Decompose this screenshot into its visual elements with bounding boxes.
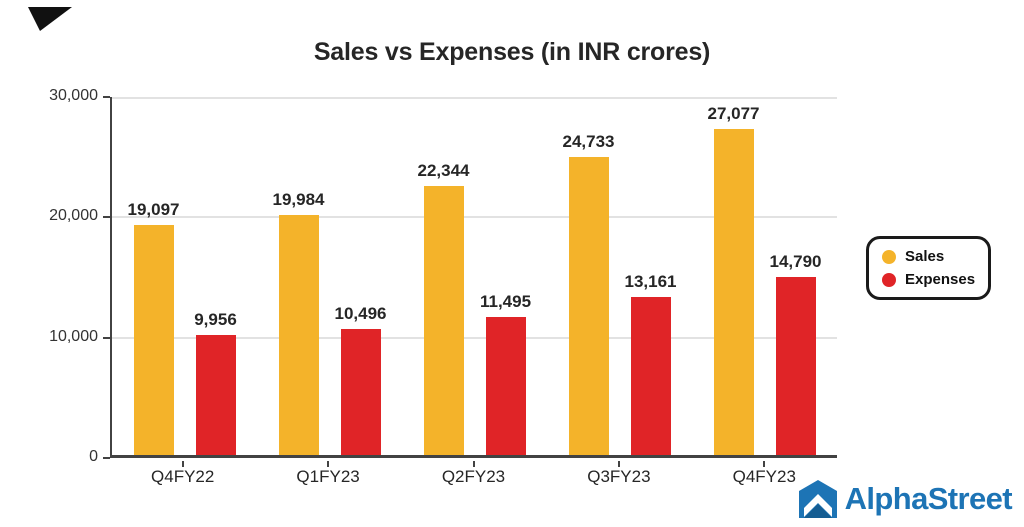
y-axis-tick-mark xyxy=(103,216,110,219)
bar-expenses-q4fy23: 14,790 xyxy=(770,252,822,455)
bar-value-label: 24,733 xyxy=(562,132,615,152)
bar-sales-q4fy22: 19,097 xyxy=(128,200,180,455)
x-axis-category-label: Q3FY23 xyxy=(587,467,651,486)
y-axis-tick-label: 30,000 xyxy=(49,87,98,104)
y-axis-tick-mark xyxy=(103,96,110,98)
bar-value-label: 14,790 xyxy=(769,252,822,272)
bar-value-label: 19,984 xyxy=(272,189,325,209)
bar-expenses-q3fy23: 13,161 xyxy=(625,272,677,455)
y-axis-tick-label: 0 xyxy=(89,448,98,465)
x-axis-category-label: Q4FY23 xyxy=(732,467,796,486)
bar-value-label: 27,077 xyxy=(707,104,760,124)
bar-sales-q3fy23: 24,733 xyxy=(563,132,615,455)
y-axis-tick-mark xyxy=(103,336,110,339)
y-axis-tick-mark xyxy=(103,457,110,459)
plot-area: 19,097 9,956 19,984 10,496 22,344 11,495 24,73… xyxy=(110,97,837,458)
legend-label-expenses: Expenses xyxy=(905,271,976,288)
bar-sales-q1fy23: 19,984 xyxy=(273,190,325,455)
y-axis-tick-label: 10,000 xyxy=(49,327,98,345)
bar-group-q1fy23: 19,984 10,496 xyxy=(257,97,402,455)
x-axis-tick-mark xyxy=(472,461,475,467)
gridline xyxy=(112,336,837,339)
alphastreet-logo-icon xyxy=(798,480,837,518)
x-axis-tick-mark xyxy=(617,461,620,467)
legend-swatch-expenses xyxy=(882,272,896,287)
legend-label-sales: Sales xyxy=(905,248,945,265)
bar-group-q3fy23: 24,733 13,161 xyxy=(547,97,692,455)
x-axis-category-label: Q2FY23 xyxy=(441,467,506,486)
bar-value-label: 11,495 xyxy=(479,291,532,311)
bar-expenses-q4fy22: 9,956 xyxy=(194,310,237,455)
x-axis-category-label: Q1FY23 xyxy=(296,467,360,486)
alphastreet-logo-text: AlphaStreet xyxy=(844,481,1013,516)
legend-item-expenses: Expenses xyxy=(882,271,975,288)
bar-expenses-q2fy23: 11,495 xyxy=(480,292,531,455)
gridline xyxy=(112,216,837,219)
bar-value-label: 9,956 xyxy=(194,310,237,330)
bar-expenses-q1fy23: 10,496 xyxy=(335,304,387,455)
legend-item-sales: Sales xyxy=(882,248,975,265)
bar-value-label: 22,344 xyxy=(417,161,470,181)
bar-value-label: 19,097 xyxy=(127,200,180,220)
bar-group-q2fy23: 22,344 11,495 xyxy=(402,97,547,455)
bar-value-label: 10,496 xyxy=(334,303,387,323)
gridline xyxy=(112,97,837,99)
corner-accent-shape xyxy=(28,7,72,31)
y-axis-tick-label: 20,000 xyxy=(49,207,98,225)
chart-title: Sales vs Expenses (in INR crores) xyxy=(313,38,711,66)
legend: Sales Expenses xyxy=(866,236,992,300)
alphastreet-logo: AlphaStreet xyxy=(798,479,1013,519)
bar-group-q4fy22: 19,097 9,956 xyxy=(112,97,257,455)
x-axis-tick-mark xyxy=(327,461,330,467)
bar-value-label: 13,161 xyxy=(624,271,677,291)
bar-group-q4fy23: 27,077 14,790 xyxy=(692,97,837,455)
x-axis-tick-mark xyxy=(763,461,766,467)
x-axis-category-label: Q4FY22 xyxy=(151,467,215,486)
bar-groups: 19,097 9,956 19,984 10,496 22,344 11,495 24,73… xyxy=(112,97,837,455)
bar-sales-q2fy23: 22,344 xyxy=(418,161,470,455)
x-axis-tick-mark xyxy=(181,461,184,467)
legend-swatch-sales xyxy=(882,249,896,264)
bar-sales-q4fy23: 27,077 xyxy=(708,104,760,455)
